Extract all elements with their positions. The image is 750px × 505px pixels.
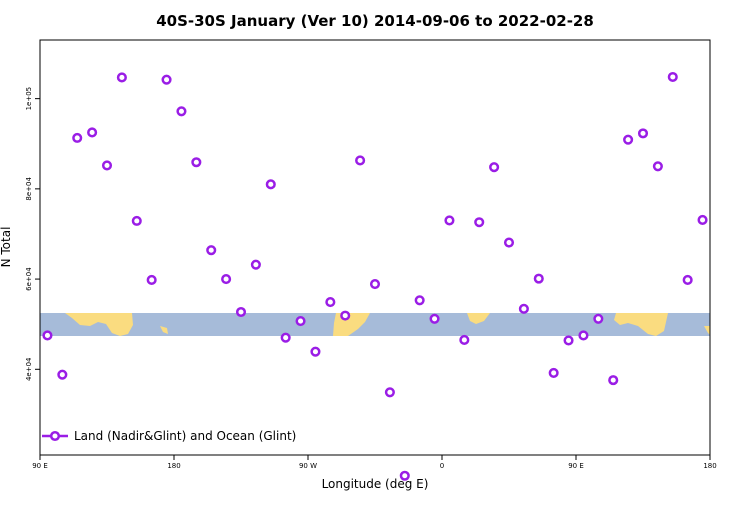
- data-point-0-0: [42, 330, 53, 341]
- data-point-0-37: [593, 313, 604, 324]
- map-land-1: [160, 326, 168, 334]
- data-point-0-1: [57, 369, 68, 380]
- data-point-0-38: [608, 375, 619, 386]
- data-point-0-15: [265, 179, 276, 190]
- world-map-strip: [40, 313, 710, 336]
- data-point-0-23: [384, 387, 395, 398]
- data-point-0-9: [176, 106, 187, 117]
- data-point-0-40: [637, 128, 649, 139]
- data-point-0-42: [667, 71, 678, 83]
- legend-marker-icon: [49, 430, 61, 442]
- x-tick-label-3: 0: [440, 462, 444, 470]
- data-point-0-12: [221, 274, 232, 285]
- y-axis-title: N Total: [0, 227, 13, 268]
- data-point-0-36: [578, 330, 589, 341]
- map-land-5: [704, 326, 710, 335]
- x-tick-label-1: 180: [167, 462, 180, 470]
- chart-title: 40S-30S January (Ver 10) 2014-09-06 to 2…: [156, 12, 594, 30]
- x-tick-label-5: 180: [703, 462, 716, 470]
- map-ocean: [40, 313, 710, 336]
- data-point-0-30: [489, 162, 500, 173]
- data-point-0-13: [235, 306, 247, 318]
- x-axis: 90 E 180 90 W 0 90 E 180: [32, 455, 717, 470]
- legend: Land (Nadir&Glint) and Ocean (Glint): [42, 429, 296, 443]
- legend-label: Land (Nadir&Glint) and Ocean (Glint): [74, 429, 296, 443]
- y-tick-label-3: 1e+05: [25, 87, 33, 111]
- data-point-0-20: [340, 310, 351, 321]
- data-point-0-4: [101, 160, 113, 171]
- x-axis-title: Longitude (deg E): [322, 477, 429, 491]
- data-point-0-26: [429, 313, 440, 324]
- x-tick-label-2: 90 W: [299, 462, 317, 470]
- data-point-0-25: [414, 295, 425, 306]
- map-land-3: [467, 313, 490, 324]
- y-tick-label-2: 8e+04: [25, 177, 33, 201]
- y-tick-label-1: 6e+04: [25, 267, 33, 291]
- data-point-0-17: [295, 315, 306, 327]
- data-point-0-33: [533, 273, 544, 284]
- data-point-0-24: [399, 470, 410, 481]
- map-land-4: [614, 313, 668, 336]
- data-points: [42, 71, 708, 481]
- map-land-0: [65, 313, 133, 336]
- data-point-0-10: [191, 157, 202, 168]
- data-point-0-32: [518, 303, 529, 314]
- data-point-0-3: [87, 127, 98, 138]
- data-point-0-41: [652, 161, 663, 172]
- data-point-0-16: [280, 332, 291, 343]
- data-point-0-8: [161, 74, 172, 85]
- y-tick-label-0: 4e+04: [25, 357, 33, 381]
- x-tick-label-4: 90 E: [568, 462, 584, 470]
- data-point-0-35: [563, 335, 574, 346]
- x-tick-label-0: 90 E: [32, 462, 48, 470]
- data-point-0-31: [503, 237, 515, 248]
- data-point-0-5: [116, 72, 127, 83]
- data-point-0-2: [72, 132, 83, 143]
- data-point-0-21: [355, 155, 366, 166]
- y-axis: 4e+04 6e+04 8e+04 1e+05: [25, 87, 40, 381]
- data-point-0-19: [325, 297, 336, 308]
- data-point-0-39: [623, 134, 634, 145]
- data-point-0-6: [131, 215, 142, 226]
- data-point-0-27: [444, 215, 455, 226]
- data-point-0-14: [250, 259, 261, 270]
- data-point-0-22: [369, 278, 381, 290]
- data-point-0-28: [459, 334, 470, 346]
- data-point-0-34: [548, 367, 559, 378]
- plot-frame: [39, 39, 711, 456]
- data-point-0-11: [206, 245, 217, 256]
- data-point-0-43: [682, 274, 693, 286]
- data-point-0-7: [146, 274, 157, 286]
- data-point-0-29: [474, 217, 485, 228]
- data-point-0-18: [310, 346, 321, 357]
- data-point-0-44: [697, 214, 708, 226]
